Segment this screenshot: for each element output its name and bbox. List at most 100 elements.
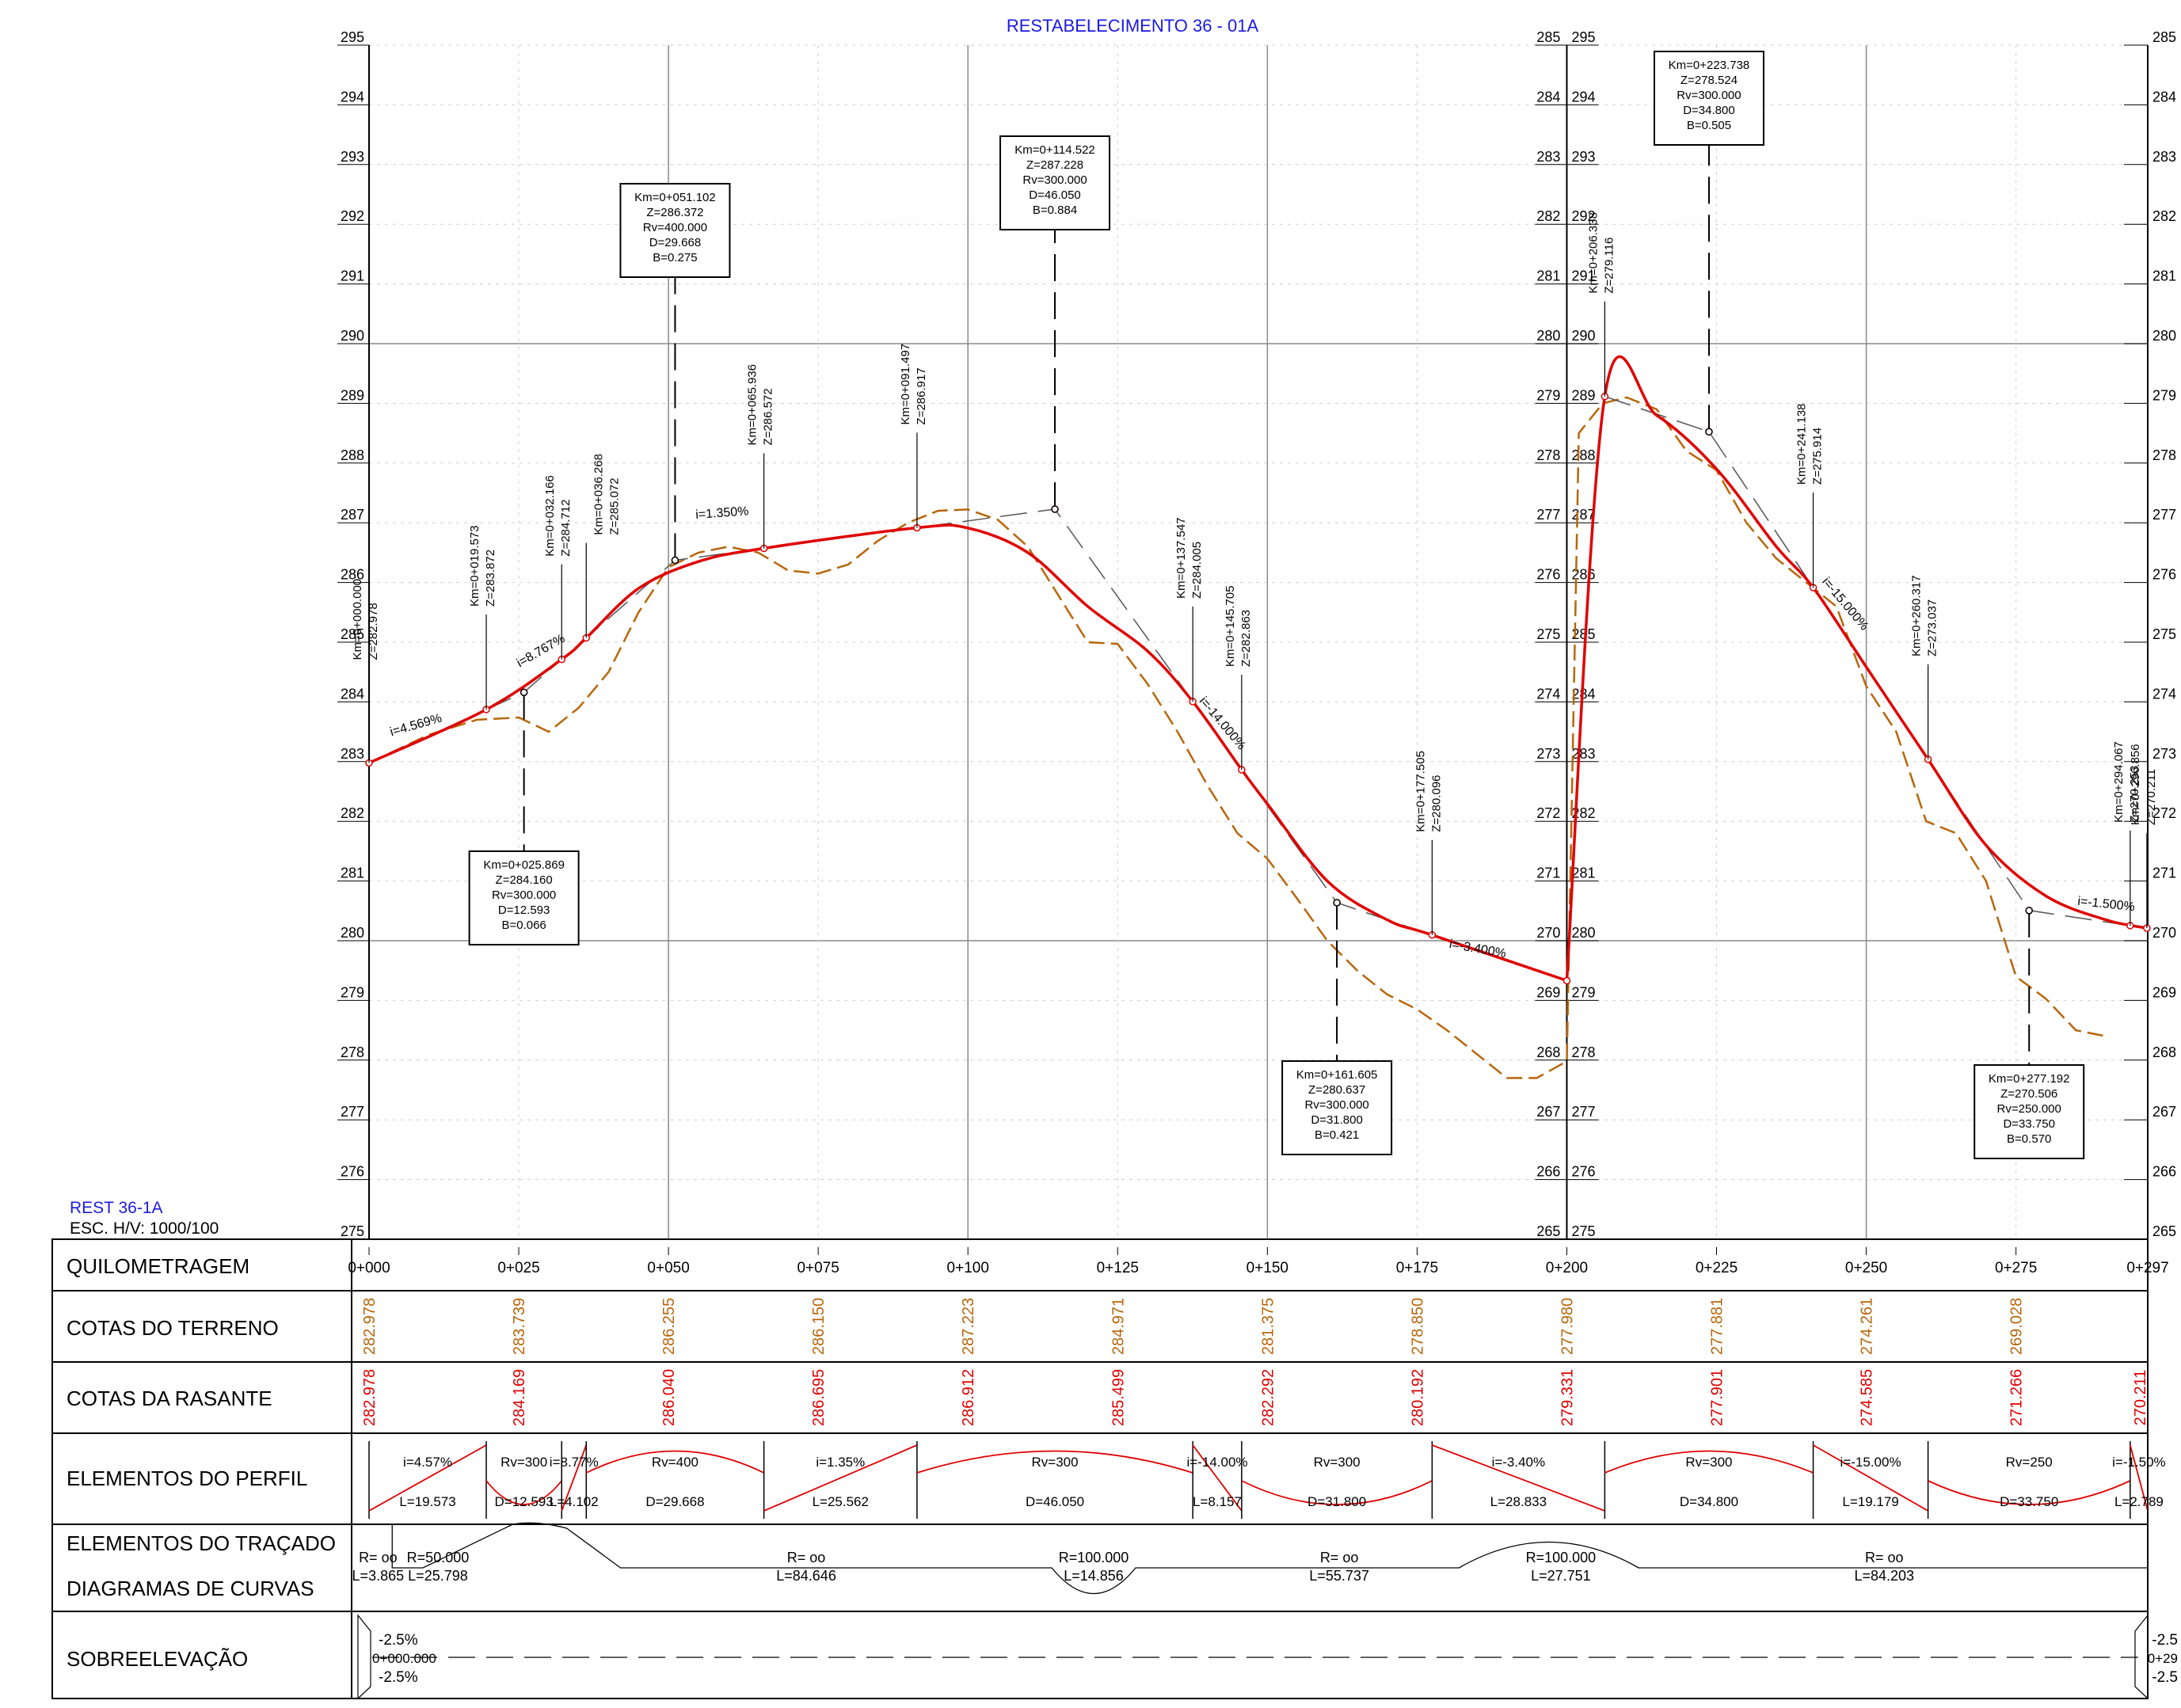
pvi-marker xyxy=(1051,505,1059,513)
pvi-marker xyxy=(1705,428,1713,436)
alignment-radius: R= oo xyxy=(787,1550,826,1565)
pvi-box-line: Rv=300.000 xyxy=(1304,1098,1368,1112)
profile-element-top: i=-14.00% xyxy=(1187,1455,1248,1470)
alignment-length: L=25.798 xyxy=(408,1568,468,1584)
alignment-radius: R=100.000 xyxy=(1526,1550,1597,1565)
pvi-box-line: Km=0+223.738 xyxy=(1669,59,1750,72)
vertex-km-label: Km=0+000.000 xyxy=(351,579,364,660)
terrain-line xyxy=(368,396,2107,1079)
left-elev-tick: 281 xyxy=(341,865,364,881)
alignment-length: L=14.856 xyxy=(1064,1568,1124,1584)
vertex-label-group: Km=0+206.338 Z=279.116 xyxy=(1586,212,1616,294)
mid-left-tick: 273 xyxy=(1536,746,1560,762)
pvi-box-line: Rv=400.000 xyxy=(643,221,707,234)
alignment-length: L=27.751 xyxy=(1531,1568,1591,1584)
mid-right-tick: 290 xyxy=(1571,328,1595,344)
station-label: 0+200 xyxy=(1546,1260,1588,1276)
terrain-value: 269.028 xyxy=(2008,1298,2026,1355)
vertex-z-label: Z=286.917 xyxy=(915,367,928,424)
right-tick: 277 xyxy=(2152,507,2176,523)
drawing-title: RESTABELECIMENTO 36 - 01A xyxy=(1007,16,1259,36)
profile-slope-mark xyxy=(368,1444,487,1512)
profile-element-bottom: D=33.750 xyxy=(2000,1494,2058,1509)
pvi-box-line: B=0.421 xyxy=(1315,1128,1359,1142)
vertex-km-label: Km=0+036.268 xyxy=(592,454,605,535)
grade-value: 285.499 xyxy=(1110,1369,1127,1426)
grade-value: 286.695 xyxy=(810,1369,828,1426)
left-elev-tick: 284 xyxy=(341,686,364,702)
vertex-km-label: Km=0+177.505 xyxy=(1414,751,1427,832)
superelevation-left-mark xyxy=(357,1614,371,1700)
vertex-km-label: Km=0+145.705 xyxy=(1224,586,1237,668)
alignment-length: L=84.203 xyxy=(1854,1568,1914,1584)
right-tick: 270 xyxy=(2152,925,2176,941)
mid-right-tick: 289 xyxy=(1571,387,1595,403)
station-label: 0+000 xyxy=(348,1260,390,1276)
pvi-box-line: Z=278.524 xyxy=(1680,74,1738,87)
pvi-marker xyxy=(1333,899,1341,907)
vertex-km-label: Km=0+091.497 xyxy=(899,344,912,425)
right-tick: 285 xyxy=(2152,29,2176,45)
station-label: 0+150 xyxy=(1247,1260,1288,1276)
terrain-value: 277.881 xyxy=(1709,1298,1726,1355)
slope-label: i=8.767% xyxy=(515,632,568,670)
mid-left-tick: 285 xyxy=(1536,29,1560,45)
curve-diagram-line xyxy=(369,1522,2148,1594)
alignment-radius: R= oo xyxy=(1865,1550,1904,1565)
pvi-box-line: Km=0+277.192 xyxy=(1989,1072,2070,1086)
profile-curve-mark xyxy=(485,1480,562,1505)
pvi-box-line: Km=0+161.605 xyxy=(1296,1068,1378,1082)
superelevation-right-top: -2.5 xyxy=(2152,1632,2178,1649)
left-elev-tick: 288 xyxy=(341,447,364,463)
terrain-value: 286.150 xyxy=(810,1298,828,1355)
grade-value: 280.192 xyxy=(1409,1369,1426,1426)
station-label: 0+075 xyxy=(797,1260,839,1276)
profile-curve-mark xyxy=(1928,1480,2131,1505)
superelevation-mid: 0+000.000 xyxy=(372,1651,436,1666)
profile-element-bottom: D=31.800 xyxy=(1307,1494,1366,1509)
alignment-length: L=84.646 xyxy=(776,1568,836,1584)
terrain-value: 274.261 xyxy=(1859,1298,1876,1355)
profile-element-top: i=8.77% xyxy=(550,1455,599,1470)
pvi-box-line: Z=284.160 xyxy=(496,873,553,887)
vertex-z-label: Z=273.037 xyxy=(1926,599,1939,656)
vertex-labels: Km=0+000.000 Z=282.978 Km=0+019.573 Z=283.8… xyxy=(351,212,2158,935)
mid-left-tick: 280 xyxy=(1536,328,1560,344)
profile-curve-mark xyxy=(1604,1450,1814,1474)
mid-left-tick: 284 xyxy=(1536,89,1560,105)
profile-element-top: Rv=300 xyxy=(1685,1455,1732,1470)
mid-right-tick: 276 xyxy=(1571,1164,1595,1180)
grade-value: 282.978 xyxy=(361,1369,379,1426)
superelevation-right-mid: 0+29 xyxy=(2148,1651,2178,1666)
station-label: 0+275 xyxy=(1995,1260,2037,1276)
right-tick: 279 xyxy=(2152,387,2176,403)
left-elev-tick: 276 xyxy=(341,1164,364,1180)
vertex-label-group: Km=0+145.705 Z=282.863 xyxy=(1224,586,1253,668)
mid-right-tick: 295 xyxy=(1571,29,1595,45)
right-tick: 278 xyxy=(2152,447,2176,463)
vertex-km-label: Km=0+294.067 xyxy=(2112,741,2126,823)
mid-left-tick: 279 xyxy=(1536,387,1560,403)
pvi-box xyxy=(1653,51,1764,146)
alignment-radius: R= oo xyxy=(1320,1550,1359,1565)
vertex-label-group: Km=0+294.067 Z=270.253 xyxy=(2112,741,2141,823)
mid-left-tick: 274 xyxy=(1536,686,1560,702)
mid-left-tick: 268 xyxy=(1536,1044,1560,1060)
pvi-box-line: Rv=250.000 xyxy=(1997,1102,2061,1116)
mid-left-tick: 272 xyxy=(1536,805,1560,821)
mid-left-tick: 267 xyxy=(1536,1104,1560,1120)
mid-right-tick: 279 xyxy=(1571,984,1595,1000)
profile-element-bottom: L=25.562 xyxy=(813,1494,869,1509)
profile-element-bottom: D=12.593 xyxy=(495,1494,554,1509)
vertex-label-group: Km=0+296.856 Z=270.211 xyxy=(2129,744,2158,825)
profile-element-bottom: L=2.789 xyxy=(2114,1494,2164,1509)
station-label: 0+100 xyxy=(947,1260,989,1276)
mid-right-tick: 283 xyxy=(1571,746,1595,762)
pvi-box-line: Rv=300.000 xyxy=(1677,89,1741,102)
left-elev-tick: 275 xyxy=(341,1223,364,1239)
pvi-box-line: Rv=300.000 xyxy=(1022,173,1087,187)
pvi-box-line: Km=0+114.522 xyxy=(1014,143,1094,157)
mid-right-tick: 292 xyxy=(1571,208,1595,224)
terrain-value: 282.978 xyxy=(361,1298,379,1355)
vertex-km-label: Km=0+241.138 xyxy=(1795,403,1809,485)
